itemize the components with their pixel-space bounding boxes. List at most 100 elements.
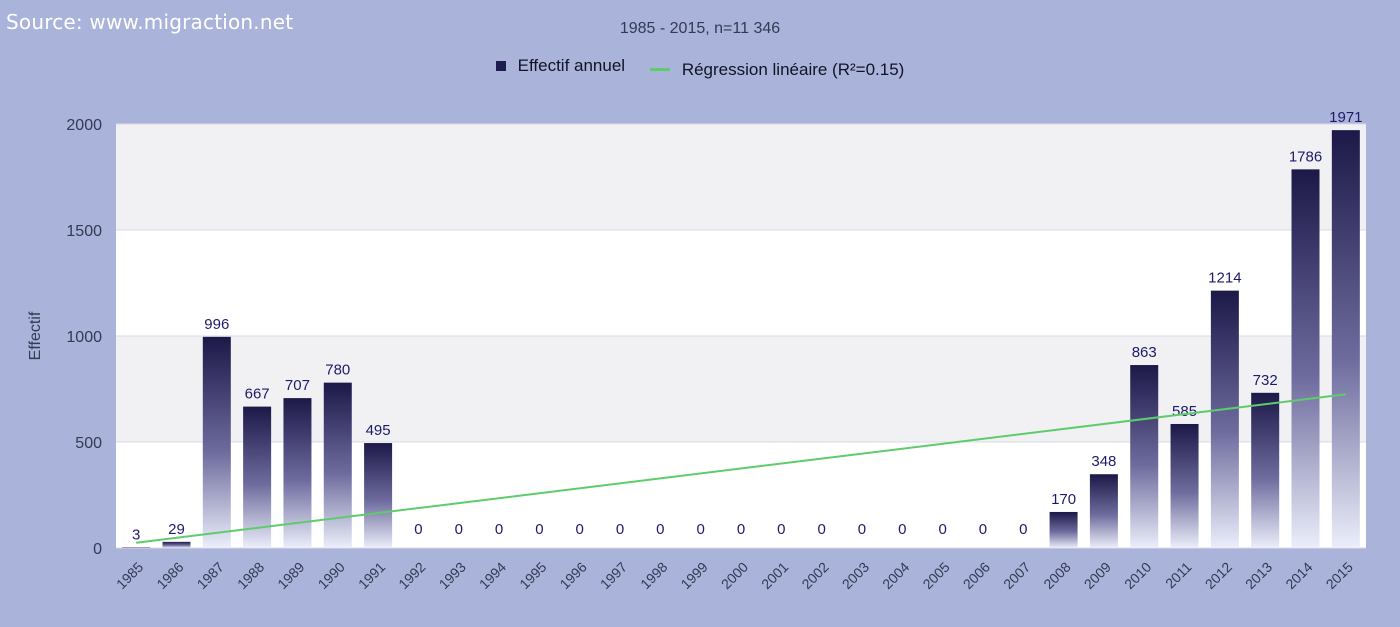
legend: Effectif annuel Régression linéaire (R²=… <box>0 56 1400 80</box>
legend-label: Effectif annuel <box>517 56 626 75</box>
regression-line <box>136 393 1346 544</box>
value-label-1998: 0 <box>656 521 664 538</box>
y-tick-label: 0 <box>93 541 102 558</box>
y-tick-label: 2000 <box>66 117 102 134</box>
x-tick-label: 1986 <box>153 559 186 592</box>
value-label-2009: 348 <box>1091 453 1116 470</box>
bar-2014 <box>1291 169 1320 549</box>
value-label-1990: 780 <box>325 362 350 379</box>
x-tick-label: 2001 <box>758 559 791 592</box>
x-tick-label: 2006 <box>960 559 993 592</box>
x-tick-label: 2005 <box>919 559 952 592</box>
x-tick-label: 1989 <box>274 559 307 592</box>
x-tick-label: 1990 <box>315 559 348 592</box>
x-tick-label: 2000 <box>718 559 751 592</box>
x-tick-label: 2010 <box>1121 559 1154 592</box>
value-label-2003: 0 <box>858 521 866 538</box>
value-label-2008: 170 <box>1051 491 1076 508</box>
value-label-1986: 29 <box>168 521 185 538</box>
value-label-2010: 863 <box>1132 344 1157 361</box>
chart-subtitle: 1985 - 2015, n=11 346 <box>619 20 781 37</box>
value-label-2004: 0 <box>898 521 906 538</box>
value-label-2014: 1786 <box>1289 148 1322 165</box>
x-tick-label: 1992 <box>395 559 428 592</box>
y-tick-label: 1000 <box>66 329 102 346</box>
x-tick-label: 2002 <box>798 559 831 592</box>
bar-1987 <box>202 336 231 548</box>
x-tick-label: 2007 <box>1000 559 1033 592</box>
value-label-2005: 0 <box>938 521 946 538</box>
x-tick-label: 2008 <box>1040 559 1073 592</box>
bar-2010 <box>1130 365 1159 548</box>
y-tick-label: 500 <box>75 435 102 452</box>
x-tick-label: 1988 <box>234 559 267 592</box>
legend-item-bars: Effectif annuel <box>495 56 626 76</box>
legend-square-icon <box>495 61 506 71</box>
value-label-1985: 3 <box>132 526 140 543</box>
value-label-1991: 495 <box>366 422 391 439</box>
x-tick-label: 1995 <box>516 559 549 592</box>
value-label-2007: 0 <box>1019 521 1027 538</box>
bars <box>122 130 1360 549</box>
x-tick-label: 2015 <box>1323 559 1356 592</box>
value-label-2006: 0 <box>979 521 987 538</box>
bar-2011 <box>1170 423 1199 548</box>
x-tick-label: 2014 <box>1282 559 1315 592</box>
value-label-2013: 732 <box>1253 372 1278 389</box>
bar-1990 <box>323 382 352 548</box>
x-tick-label: 2004 <box>879 559 912 592</box>
bar-2008 <box>1049 511 1078 548</box>
value-label-1997: 0 <box>616 521 624 538</box>
bar-2012 <box>1210 290 1239 548</box>
x-axis: 1985 1986 1987 1988 1989 1990 1991 1992 1993 1994… <box>113 559 1356 592</box>
x-tick-label: 1993 <box>436 559 469 592</box>
value-label-2011: 585 <box>1172 403 1197 420</box>
value-label-2001: 0 <box>777 521 785 538</box>
value-label-2012: 1214 <box>1208 270 1241 287</box>
x-tick-label: 1991 <box>355 559 388 592</box>
x-tick-label: 2009 <box>1081 559 1114 592</box>
legend-line-icon <box>649 68 670 71</box>
value-label-1994: 0 <box>495 521 503 538</box>
y-tick-label: 1500 <box>66 223 102 240</box>
bar-1986 <box>162 541 191 548</box>
x-tick-label: 1994 <box>476 559 509 592</box>
x-tick-label: 1996 <box>556 559 589 592</box>
bar-1989 <box>283 398 312 548</box>
value-label-1995: 0 <box>535 521 543 538</box>
x-tick-label: 1985 <box>113 559 146 592</box>
x-tick-label: 1998 <box>637 559 670 592</box>
y-axis-title: Effectif <box>27 311 44 360</box>
x-tick-label: 1997 <box>597 559 630 592</box>
x-tick-label: 1999 <box>677 559 710 592</box>
value-label-1993: 0 <box>455 521 463 538</box>
bar-2013 <box>1251 392 1280 548</box>
legend-item-regression: Régression linéaire (R²=0.15) <box>649 59 905 80</box>
x-tick-label: 2012 <box>1202 559 1235 592</box>
bar-1988 <box>243 406 272 548</box>
x-tick-label: 2011 <box>1162 559 1195 592</box>
regression-segment <box>136 393 1346 544</box>
value-label-1992: 0 <box>414 521 422 538</box>
legend-label: Régression linéaire (R²=0.15) <box>681 59 905 79</box>
value-label-2002: 0 <box>817 521 825 538</box>
bar-1991 <box>364 443 393 548</box>
value-label-2015: 1971 <box>1329 109 1362 126</box>
value-label-1988: 667 <box>245 386 270 403</box>
value-labels: 3 29 996 667 707 780 495 0 0 0 0 0 0 0 0 0 0 0 0 0 0 0 0 170 348… <box>132 109 1363 543</box>
bar-2015 <box>1331 130 1360 548</box>
x-tick-label: 1987 <box>194 559 227 592</box>
value-label-1989: 707 <box>285 377 310 394</box>
bar-2009 <box>1089 474 1118 548</box>
value-label-1996: 0 <box>576 521 584 538</box>
bar-1985 <box>122 547 151 548</box>
x-tick-label: 2013 <box>1242 559 1275 592</box>
y-axis: 0 500 1000 1500 2000 <box>66 117 102 558</box>
value-label-1987: 996 <box>204 316 229 333</box>
grid-band <box>116 124 1366 230</box>
value-label-1999: 0 <box>697 521 705 538</box>
source-note: Source: www.migraction.net <box>6 10 294 34</box>
x-tick-label: 2003 <box>839 559 872 592</box>
